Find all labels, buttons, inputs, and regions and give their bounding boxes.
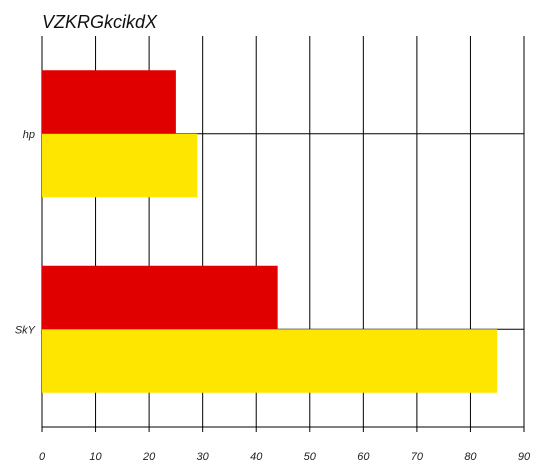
x-tick-label-0: 0 [39, 451, 46, 463]
x-tick-label-2: 20 [142, 451, 156, 463]
x-tick-label-6: 60 [357, 451, 370, 463]
x-tick-label-5: 50 [304, 451, 317, 463]
x-axis: 0 10 20 30 40 50 60 70 80 90 [39, 426, 531, 463]
x-tick-label-4: 40 [250, 451, 263, 463]
x-tick-label-8: 80 [464, 451, 477, 463]
chart-title: VZKRGkcikdX [42, 12, 158, 32]
x-tick-label-9: 90 [518, 451, 531, 463]
x-tick-label-7: 70 [411, 451, 424, 463]
bar-series1-hp [42, 133, 198, 198]
bar-series0-SkY [42, 265, 278, 330]
x-tick-label-1: 10 [89, 451, 102, 463]
y-category-label-1: SkY [15, 324, 36, 336]
bar-series1-SkY [42, 329, 498, 393]
bars [42, 70, 498, 393]
bar-series0-hp [42, 70, 176, 134]
y-axis: hp SkY [15, 129, 36, 337]
x-tick-label-3: 30 [197, 451, 210, 463]
y-category-label-0: hp [23, 129, 35, 141]
